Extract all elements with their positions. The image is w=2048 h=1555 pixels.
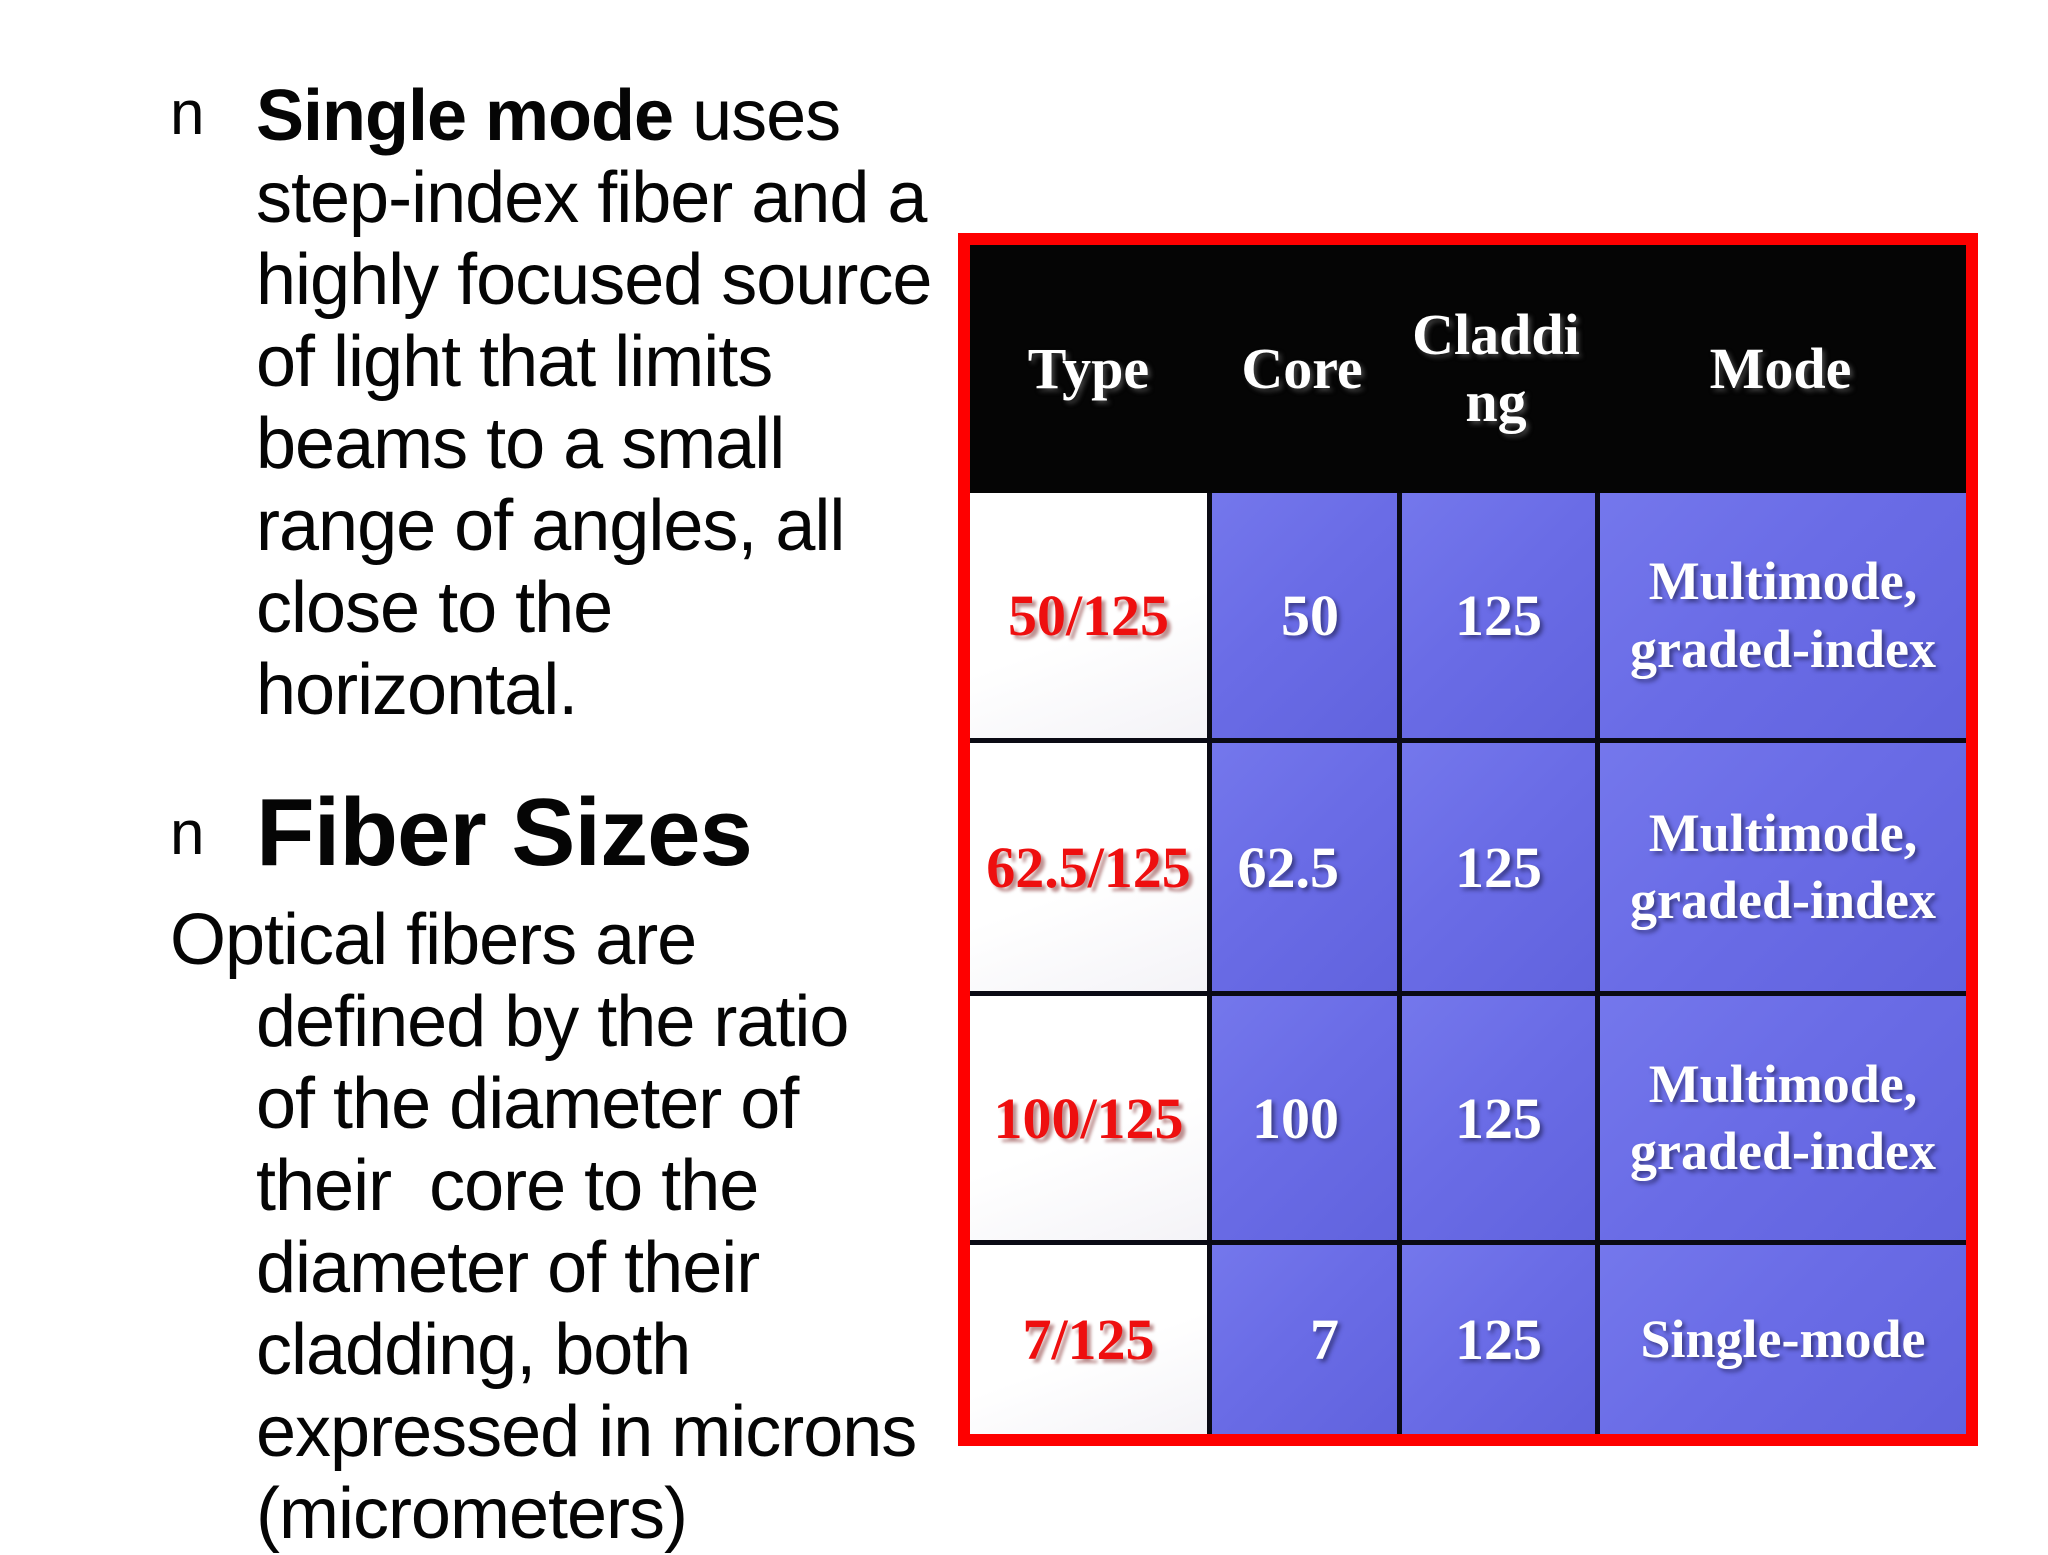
cell-mode: Multimode, graded-index xyxy=(1595,743,1966,991)
table-header-row: Type Core Claddi ng Mode xyxy=(970,245,1966,493)
fiber-definition-paragraph: Optical fibers are defined by the ratio … xyxy=(170,899,960,1555)
single-mode-paragraph: n Single mode uses step-index fiber and a… xyxy=(170,75,960,731)
table-row: 50/125 50 125 Multimode, graded-index xyxy=(970,493,1966,738)
bullet-square-icon: n xyxy=(170,79,205,148)
cell-core: 100 xyxy=(1207,996,1397,1240)
cell-core: 7 xyxy=(1207,1245,1397,1434)
cell-mode: Multimode, graded-index xyxy=(1595,996,1966,1240)
table-row: 100/125 100 125 Multimode, graded-index xyxy=(970,991,1966,1240)
cell-core: 50 xyxy=(1207,493,1397,738)
cell-core: 62.5 xyxy=(1207,743,1397,991)
cell-type: 62.5/125 xyxy=(970,743,1207,991)
single-mode-body-text: uses step-index fiber and a highly focus… xyxy=(256,76,932,730)
cell-type: 100/125 xyxy=(970,996,1207,1240)
cell-cladding: 125 xyxy=(1397,743,1595,991)
cell-cladding: 125 xyxy=(1397,996,1595,1240)
cell-type: 50/125 xyxy=(970,493,1207,738)
table-row: 7/125 7 125 Single-mode xyxy=(970,1240,1966,1434)
cell-mode: Single-mode xyxy=(1595,1245,1966,1434)
header-cell-cladding: Claddi ng xyxy=(1412,302,1580,434)
cell-type: 7/125 xyxy=(970,1245,1207,1434)
fiber-sizes-heading: Fiber Sizes xyxy=(256,779,753,886)
text-column: n Single mode uses step-index fiber and a… xyxy=(170,75,960,1555)
fiber-size-table: Type Core Claddi ng Mode 50/125 50 125 M… xyxy=(958,233,1978,1446)
bullet-square-icon: n xyxy=(170,799,205,868)
fiber-definition-text: Optical fibers are defined by the ratio … xyxy=(170,900,917,1554)
fiber-sizes-heading-paragraph: n Fiber Sizes xyxy=(170,781,960,885)
single-mode-bold-lead: Single mode xyxy=(256,76,674,156)
header-cell-mode: Mode xyxy=(1709,335,1852,401)
header-cell-core: Core xyxy=(1241,335,1363,401)
cell-cladding: 125 xyxy=(1397,493,1595,738)
header-cell-type: Type xyxy=(1027,335,1150,401)
cell-cladding: 125 xyxy=(1397,1245,1595,1434)
cell-mode: Multimode, graded-index xyxy=(1595,493,1966,738)
table-row: 62.5/125 62.5 125 Multimode, graded-inde… xyxy=(970,738,1966,991)
